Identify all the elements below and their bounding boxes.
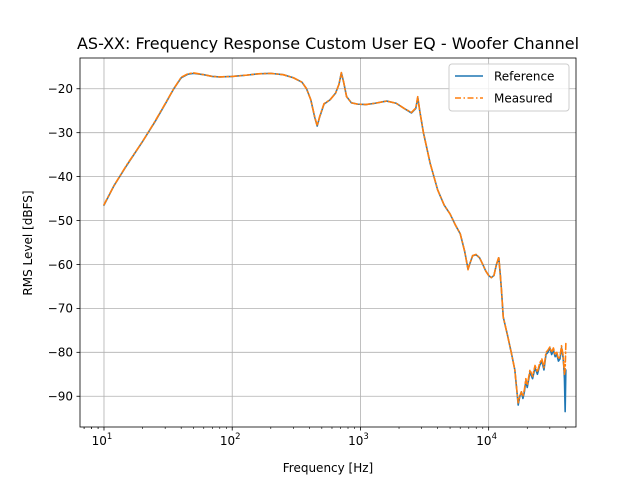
y-axis-ticks: −20 −30 −40 −50 −60 −70 −80 −90: [48, 82, 80, 404]
y-tick-label: −20: [48, 82, 73, 96]
y-tick-label: −60: [48, 258, 73, 272]
x-tick-label: 104: [476, 432, 497, 448]
series-line-measured: [103, 71, 567, 404]
y-tick-label: −90: [48, 390, 73, 404]
x-tick-label: 102: [220, 432, 241, 448]
x-axis-ticks: 101 102 103 104: [83, 427, 567, 448]
legend-label-reference: Reference: [494, 70, 554, 84]
legend: Reference Measured: [448, 63, 570, 112]
y-tick-label: −70: [48, 302, 73, 316]
y-axis-label: RMS Level [dBFS]: [21, 190, 35, 295]
chart-title: AS-XX: Frequency Response Custom User EQ…: [77, 34, 579, 53]
x-axis-label: Frequency [Hz]: [283, 461, 374, 475]
series-lines: [103, 71, 567, 413]
y-tick-label: −50: [48, 214, 73, 228]
y-tick-label: −80: [48, 346, 73, 360]
legend-label-measured: Measured: [494, 92, 553, 106]
y-tick-label: −40: [48, 170, 73, 184]
plot-frame: [79, 57, 577, 428]
x-tick-label: 101: [92, 432, 113, 448]
y-tick-label: −30: [48, 126, 73, 140]
x-tick-label: 103: [348, 432, 369, 448]
grid-lines: [80, 58, 576, 427]
